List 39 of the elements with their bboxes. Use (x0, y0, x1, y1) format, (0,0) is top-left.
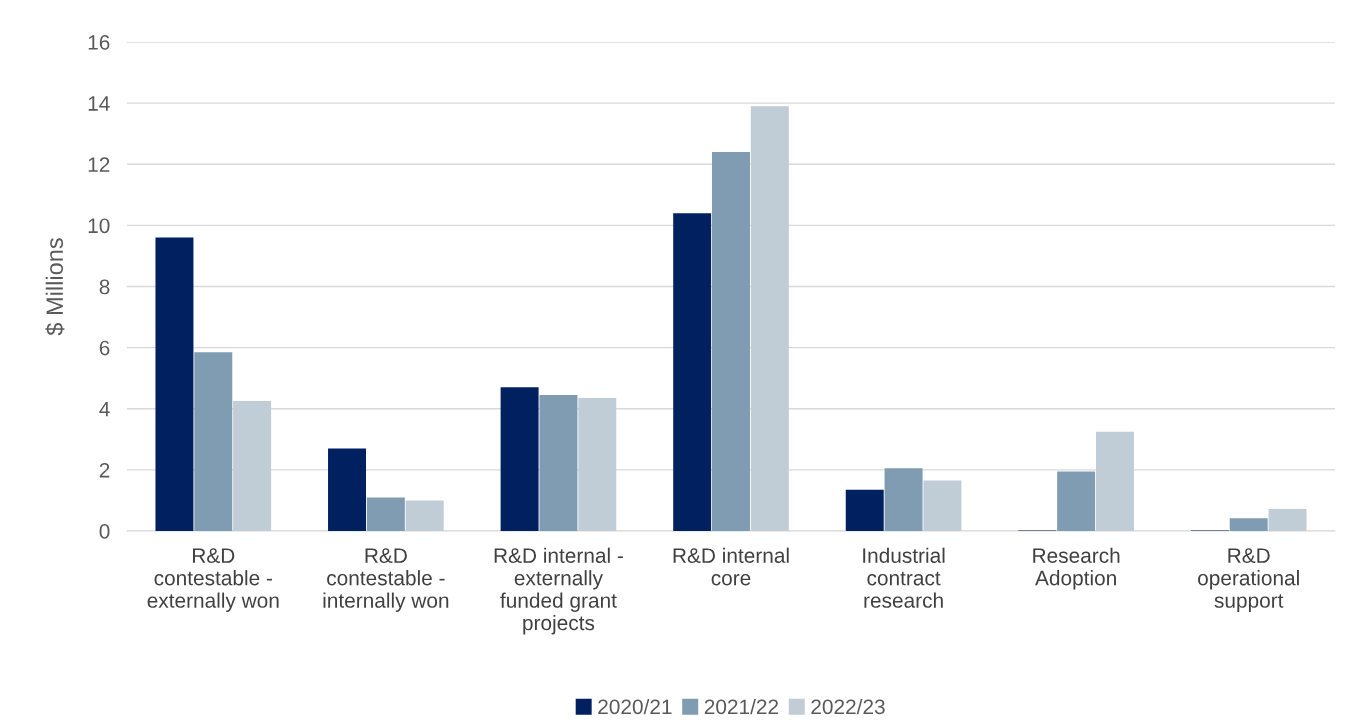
bar (845, 489, 884, 531)
legend-label: 2021/22 (704, 698, 779, 715)
x-tick-label: Research Adoption (1033, 547, 1120, 590)
bar (884, 468, 923, 531)
bar (500, 387, 539, 531)
bar (328, 448, 367, 531)
x-tick-label: R&D operational support (1198, 548, 1299, 612)
y-tick-label: 0 (99, 524, 110, 539)
legend-label: 2022/23 (811, 698, 885, 715)
y-tick-label: 2 (99, 462, 110, 478)
legend-label: 2020/21 (598, 698, 672, 715)
y-tick-label: 12 (88, 157, 110, 172)
x-tick-label: R&D internal - externally funded grant projects (494, 547, 623, 635)
bar (155, 237, 194, 531)
y-tick-label: 10 (88, 218, 110, 234)
y-tick-label: 16 (88, 35, 110, 50)
bar (233, 401, 272, 531)
bar (673, 213, 712, 531)
bar (366, 497, 405, 531)
bar (712, 152, 750, 531)
x-tick-label: R&D contestable - internally won (323, 548, 449, 612)
y-tick-label: 6 (99, 340, 110, 356)
bar (578, 398, 617, 531)
bar (923, 480, 962, 531)
bar (539, 395, 578, 531)
bar (405, 500, 444, 531)
bar (1095, 431, 1134, 531)
bar (1268, 508, 1307, 531)
y-tick-label: 8 (99, 279, 110, 295)
bar (194, 352, 233, 531)
x-tick-label: R&D internal core (673, 547, 789, 586)
bar (1229, 518, 1268, 531)
bar (1057, 471, 1096, 531)
bar (750, 106, 789, 531)
y-tick-label: 14 (88, 96, 110, 111)
x-tick-label: R&D contestable - externally won (147, 548, 279, 612)
y-tick-label: 4 (99, 401, 110, 417)
x-tick-label: Industrial contract research (863, 547, 945, 608)
y-axis-title: $ Millions (45, 238, 65, 336)
